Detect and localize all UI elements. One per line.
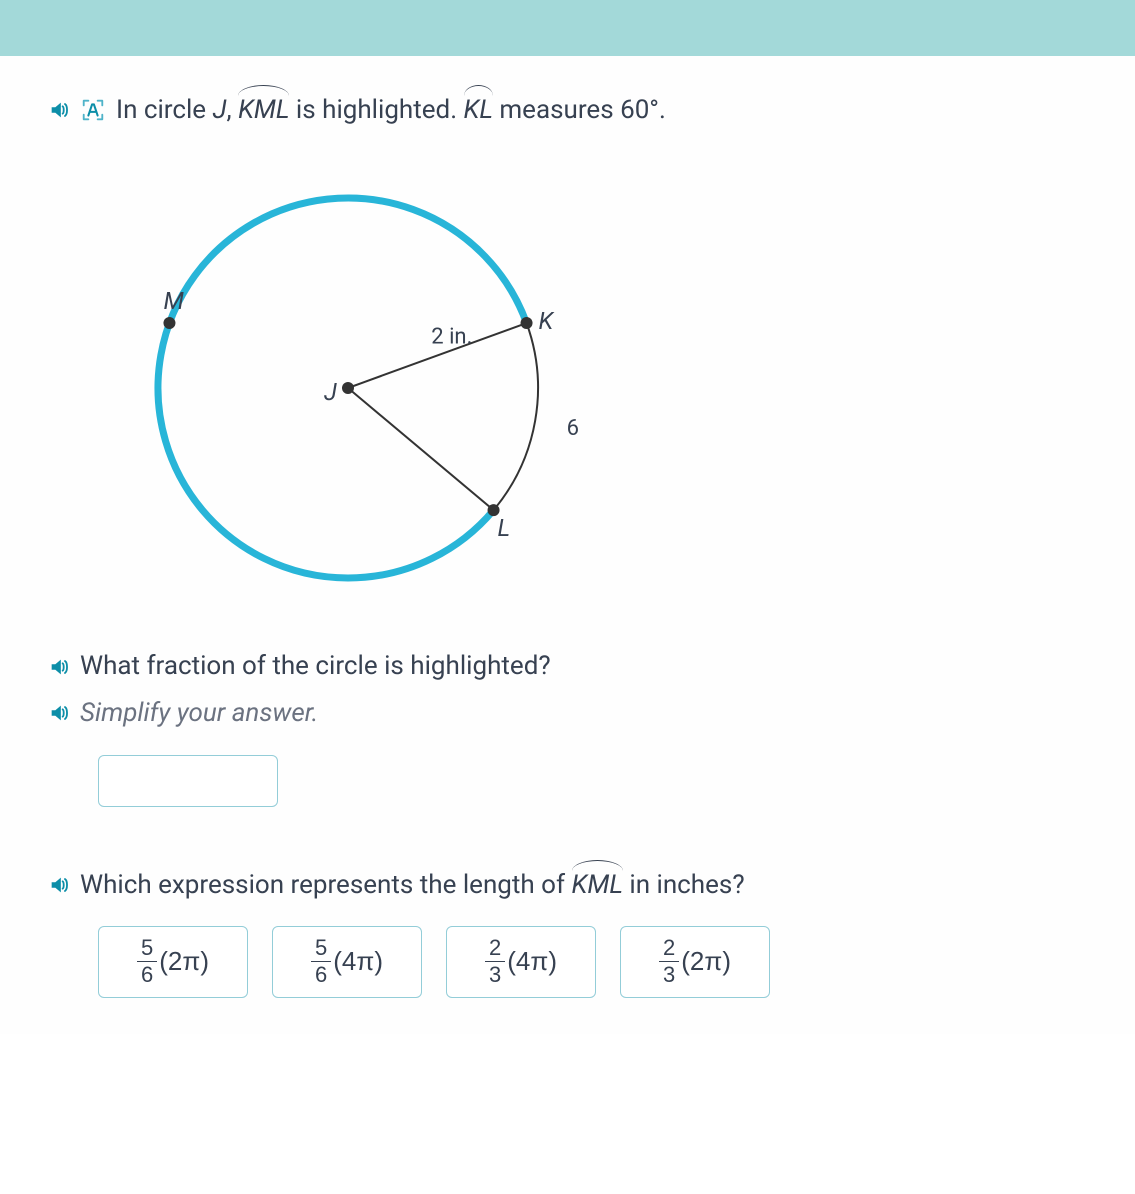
content-area: In circle J, KML is highlighted. KL meas… (0, 56, 1135, 1034)
svg-text:L: L (498, 515, 511, 543)
intro-line: In circle J, KML is highlighted. KL meas… (48, 92, 1087, 128)
speaker-icon[interactable] (48, 656, 70, 678)
svg-text:M: M (163, 287, 184, 315)
options-row: 56(2π) 56(4π) 23(4π) 23(2π) (98, 926, 1087, 998)
q2-text: Which expression represents the length o… (80, 867, 745, 903)
intro-text: In circle J, KML is highlighted. KL meas… (116, 92, 666, 128)
question-2: Which expression represents the length o… (48, 867, 1087, 997)
option-3[interactable]: 23(4π) (446, 926, 596, 998)
top-banner (0, 0, 1135, 56)
fraction-input[interactable] (98, 755, 278, 807)
speaker-icon[interactable] (48, 702, 70, 724)
speaker-icon[interactable] (48, 99, 70, 121)
option-4[interactable]: 23(2π) (620, 926, 770, 998)
svg-text:2 in.: 2 in. (431, 325, 472, 350)
option-1[interactable]: 56(2π) (98, 926, 248, 998)
svg-text:K: K (539, 307, 555, 335)
svg-text:60°: 60° (567, 417, 578, 442)
speaker-icon[interactable] (48, 874, 70, 896)
circle-diagram: M K L J 2 in. 60° (118, 168, 578, 608)
immersive-reader-icon[interactable] (80, 97, 106, 123)
question-1: What fraction of the circle is highlight… (48, 648, 1087, 837)
q1-text: What fraction of the circle is highlight… (80, 648, 551, 684)
option-2[interactable]: 56(4π) (272, 926, 422, 998)
q1-hint: Simplify your answer. (80, 695, 318, 731)
svg-text:J: J (324, 378, 337, 406)
